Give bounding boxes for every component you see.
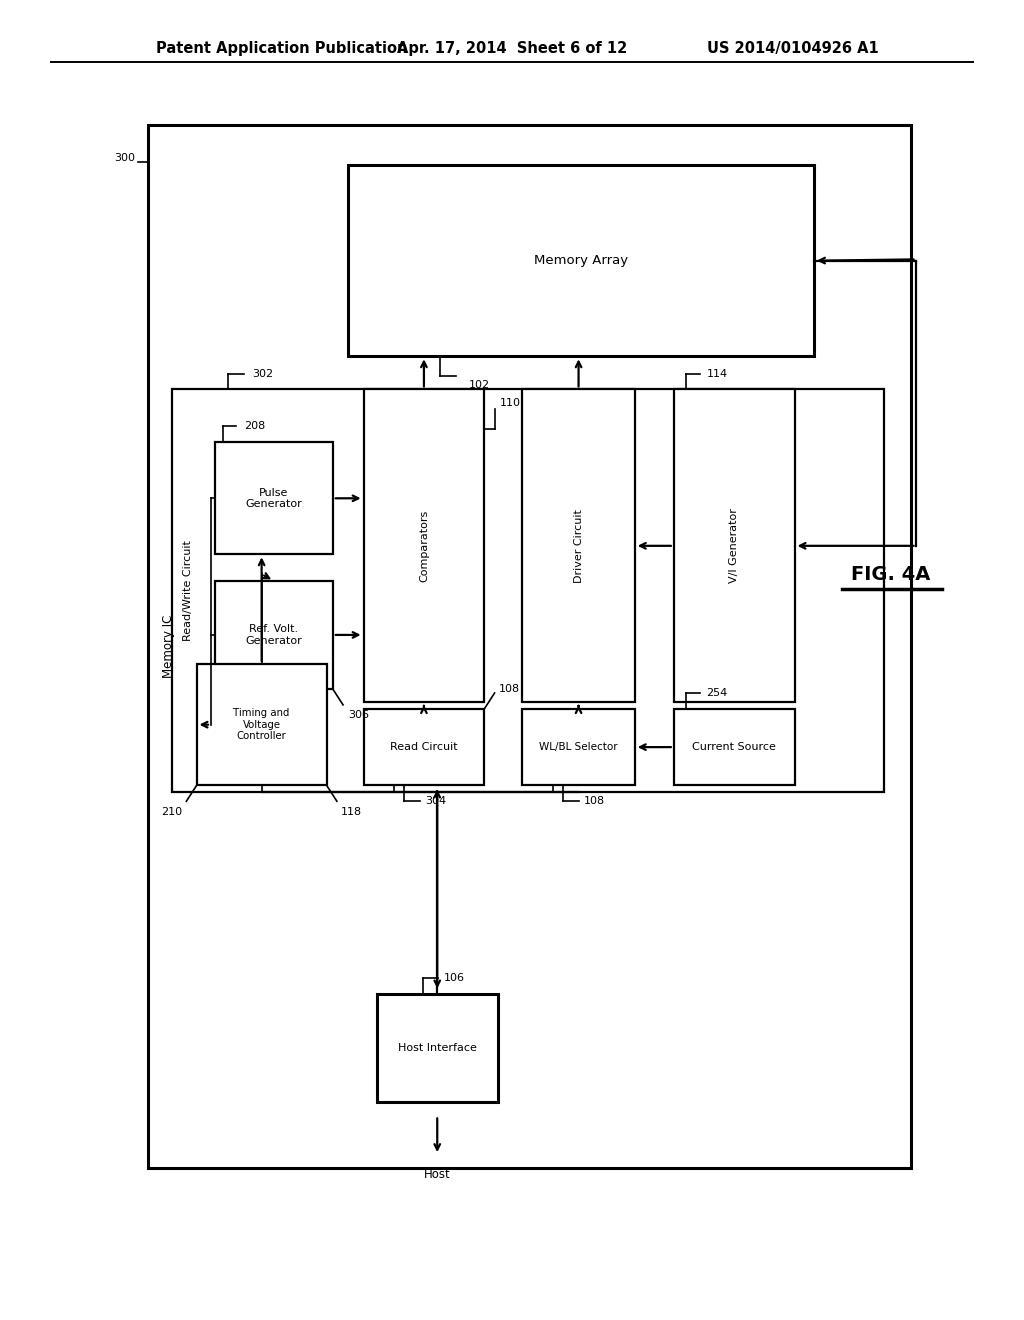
Bar <box>674 709 795 785</box>
Text: 254: 254 <box>707 688 728 698</box>
Text: Host Interface: Host Interface <box>397 1043 477 1053</box>
Bar <box>364 709 484 785</box>
Text: 102: 102 <box>469 380 490 391</box>
Bar <box>377 994 498 1102</box>
Text: 108: 108 <box>584 796 605 807</box>
Text: 208: 208 <box>244 421 265 432</box>
Text: Ref. Volt.
Generator: Ref. Volt. Generator <box>246 624 302 645</box>
Text: Memory Array: Memory Array <box>535 255 628 267</box>
Text: 118: 118 <box>341 807 362 817</box>
Text: Apr. 17, 2014  Sheet 6 of 12: Apr. 17, 2014 Sheet 6 of 12 <box>397 41 627 57</box>
Text: 302: 302 <box>252 368 273 379</box>
Bar <box>348 165 814 356</box>
Text: 108: 108 <box>499 684 520 694</box>
Text: US 2014/0104926 A1: US 2014/0104926 A1 <box>707 41 879 57</box>
Text: Current Source: Current Source <box>692 742 776 752</box>
Bar <box>364 389 484 702</box>
Bar <box>522 709 635 785</box>
Text: 110: 110 <box>500 397 521 408</box>
Text: 300: 300 <box>114 153 135 164</box>
Bar <box>522 389 635 702</box>
Text: 114: 114 <box>707 368 728 379</box>
Text: Read/Write Circuit: Read/Write Circuit <box>183 540 194 642</box>
Text: 306: 306 <box>348 710 370 721</box>
Text: Comparators: Comparators <box>419 510 429 582</box>
Text: WL/BL Selector: WL/BL Selector <box>540 742 617 752</box>
Bar <box>197 664 327 785</box>
Text: FIG. 4A: FIG. 4A <box>851 565 931 583</box>
Bar <box>215 442 333 554</box>
Bar <box>172 389 884 792</box>
Bar <box>674 389 795 702</box>
Text: Read Circuit: Read Circuit <box>390 742 458 752</box>
Bar <box>215 581 333 689</box>
Text: 210: 210 <box>161 807 182 817</box>
Text: Driver Circuit: Driver Circuit <box>573 510 584 582</box>
Text: V/I Generator: V/I Generator <box>729 508 739 583</box>
Text: 304: 304 <box>425 796 446 807</box>
Text: Memory IC: Memory IC <box>163 615 175 678</box>
Bar <box>148 125 911 1168</box>
Text: Pulse
Generator: Pulse Generator <box>246 487 302 510</box>
Text: 106: 106 <box>443 973 465 983</box>
Text: Patent Application Publication: Patent Application Publication <box>156 41 408 57</box>
Text: Timing and
Voltage
Controller: Timing and Voltage Controller <box>233 708 290 742</box>
Text: Host: Host <box>424 1168 451 1181</box>
